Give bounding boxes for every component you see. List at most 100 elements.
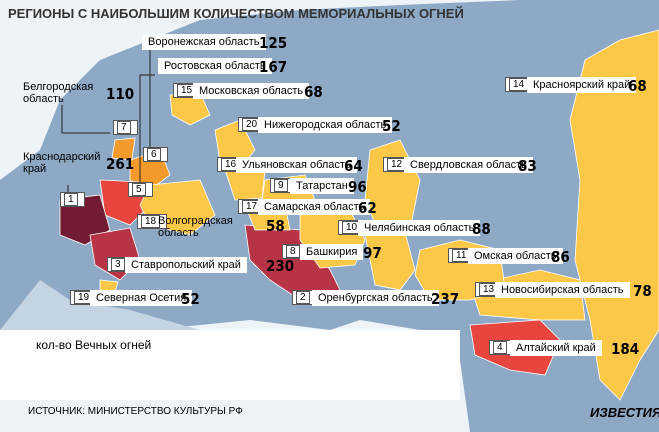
region-value-text: 62 (358, 199, 377, 217)
region-rank-text: 6 (147, 148, 161, 161)
region-value-text: 68 (628, 77, 647, 95)
region-name: Башкирия (300, 244, 364, 260)
region-value-text: 97 (363, 244, 382, 262)
region-rank-text: 19 (74, 291, 94, 304)
region-shape (569, 29, 659, 401)
region-value: 110 (102, 85, 134, 103)
region-rank: 7 (113, 120, 138, 135)
region-value: 83 (514, 157, 537, 175)
region-shape (111, 137, 136, 161)
region-name: Белгородская область (20, 80, 111, 106)
region-value: 52 (177, 290, 200, 308)
region-value-text: 58 (266, 217, 285, 235)
region-value-text: 184 (611, 340, 640, 358)
region-rank: 18 (137, 214, 168, 229)
region-name-text: Воронежская область (145, 35, 263, 49)
region-name: Татарстан (290, 178, 354, 194)
region-value-text: 83 (518, 157, 537, 175)
region-name-text: Ульяновская область (239, 158, 354, 172)
region-rank-text: 9 (274, 179, 288, 192)
region-name-text: Омская область (471, 249, 560, 263)
region-value-text: 88 (472, 220, 491, 238)
region-rank-text: 14 (509, 78, 529, 91)
region-rank: 9 (270, 178, 295, 193)
region-rank-text: 4 (493, 341, 507, 354)
region-name-text: Волгоградская область (158, 215, 233, 239)
region-value: 86 (547, 248, 570, 266)
region-name: Красноярский край (527, 77, 637, 93)
region-value: 97 (359, 244, 382, 262)
region-name: Московская область (193, 83, 310, 99)
region-name: Оренбургская область (312, 290, 439, 306)
legend: кол-во Вечных огней (0, 330, 460, 400)
region-value-text: 64 (344, 157, 363, 175)
region-value: 88 (468, 220, 491, 238)
region-value-text: 230 (266, 257, 295, 275)
region-rank-text: 3 (111, 258, 125, 271)
region-value: 230 (262, 257, 294, 275)
logo: ИЗВЕСТИЯ (590, 405, 659, 420)
region-value: 167 (255, 58, 287, 76)
region-value-text: 86 (551, 248, 570, 266)
region-value-text: 52 (382, 117, 401, 135)
region-value: 68 (624, 77, 647, 95)
region-name-text: Нижегородская область (261, 118, 390, 132)
region-value-text: 125 (259, 34, 288, 52)
region-name: Нижегородская область (258, 117, 393, 133)
region-value-text: 68 (304, 83, 323, 101)
region-name: Челябинская область (358, 220, 481, 236)
region-name-text: Белгородская область (23, 81, 94, 105)
region-name-text: Московская область (196, 84, 307, 98)
region-value: 261 (102, 155, 134, 173)
region-name-text: Красноярский край (530, 78, 634, 92)
region-rank-text: 15 (177, 84, 197, 97)
region-name-text: Ставропольский край (128, 258, 244, 272)
region-value-text: 167 (259, 58, 288, 76)
region-name-text: Новосибирская область (498, 283, 627, 297)
region-name: Алтайский край (510, 340, 602, 356)
region-rank-text: 5 (132, 183, 146, 196)
region-value: 68 (300, 83, 323, 101)
region-rank: 4 (489, 340, 514, 355)
region-name-text: Ростовская область (161, 59, 269, 73)
region-rank-text: 1 (64, 193, 78, 206)
region-name-text: Татарстан (293, 179, 351, 193)
region-name: Северная Осетия (90, 290, 193, 306)
region-name-text: Свердловская область (407, 158, 530, 172)
region-value: 52 (378, 117, 401, 135)
region-name: Самарская область (258, 199, 371, 215)
region-value: 96 (344, 178, 367, 196)
region-name: Ульяновская область (236, 157, 357, 173)
region-value-text: 261 (106, 155, 135, 173)
region-value-text: 96 (348, 178, 367, 196)
region-name-text: Самарская область (261, 200, 368, 214)
region-name-text: Алтайский край (513, 341, 599, 355)
region-name-text: Башкирия (303, 245, 361, 259)
region-rank-text: 8 (286, 245, 300, 258)
region-value-text: 110 (106, 85, 135, 103)
region-name: Краснодарский край (20, 150, 111, 176)
region-name-text: Челябинская область (361, 221, 478, 235)
legend-title: кол-во Вечных огней (36, 338, 152, 352)
region-name: Ростовская область (158, 58, 272, 74)
region-name: Волгоградская область (155, 214, 246, 240)
region-value: 78 (629, 282, 652, 300)
region-value-text: 52 (181, 290, 200, 308)
region-name-text: Краснодарский край (23, 151, 101, 175)
region-value: 62 (354, 199, 377, 217)
region-rank-text: 18 (141, 215, 161, 228)
region-name: Новосибирская область (495, 282, 630, 298)
region-value-text: 237 (431, 290, 460, 308)
region-name-text: Северная Осетия (93, 291, 190, 305)
region-value: 58 (262, 217, 285, 235)
region-name: Свердловская область (404, 157, 533, 173)
region-value: 184 (607, 340, 639, 358)
region-rank-text: 2 (296, 291, 310, 304)
region-rank: 2 (292, 290, 317, 305)
region-name-text: Оренбургская область (315, 291, 436, 305)
region-value-text: 78 (633, 282, 652, 300)
region-value: 237 (427, 290, 459, 308)
region-name: Омская область (468, 248, 563, 264)
region-value: 64 (340, 157, 363, 175)
